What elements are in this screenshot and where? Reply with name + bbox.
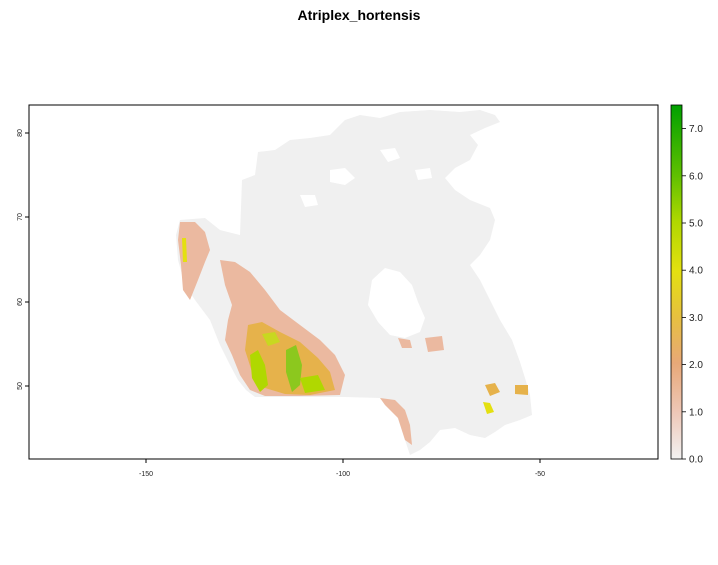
y-tick-label: 70 (17, 213, 24, 221)
x-tick-label: -150 (139, 471, 153, 478)
raster-layer (176, 110, 532, 455)
legend-tick-label: 0.0 (689, 455, 703, 466)
valley-high-3 (262, 332, 280, 346)
arctic-channels (300, 148, 432, 207)
hudson-bay (368, 268, 425, 338)
y-axis: 50 60 70 80 (17, 129, 29, 390)
y-tick-label: 60 (17, 298, 24, 306)
color-legend: 0.0 1.0 2.0 3.0 4.0 5.0 6.0 7.0 (670, 104, 703, 466)
hudson-shore-patch (398, 336, 444, 352)
newfoundland-patch (483, 402, 494, 414)
legend-tick-label: 6.0 (689, 171, 703, 182)
valley-high-5 (182, 238, 187, 262)
legend-ticks: 0.0 1.0 2.0 3.0 4.0 5.0 6.0 7.0 (682, 124, 703, 466)
map-title: Atriplex_hortensis (297, 7, 421, 23)
x-tick-label: -50 (535, 471, 545, 478)
legend-tick-label: 3.0 (689, 313, 703, 324)
legend-colorbar (670, 104, 683, 460)
valley-high-4 (300, 375, 325, 393)
legend-tick-label: 5.0 (689, 219, 703, 230)
great-lakes-patch (380, 398, 412, 445)
legend-tick-label: 1.0 (689, 407, 703, 418)
x-axis: -150 -100 -50 (139, 459, 545, 478)
valley-high-2 (286, 345, 302, 392)
legend-tick-label: 2.0 (689, 360, 703, 371)
valley-high-1 (250, 350, 268, 392)
maritimes-patch (485, 383, 528, 396)
legend-tick-label: 7.0 (689, 124, 703, 135)
legend-tick-label: 4.0 (689, 266, 703, 277)
y-tick-label: 50 (17, 382, 24, 390)
x-tick-label: -100 (336, 471, 350, 478)
y-tick-label: 80 (17, 129, 24, 137)
